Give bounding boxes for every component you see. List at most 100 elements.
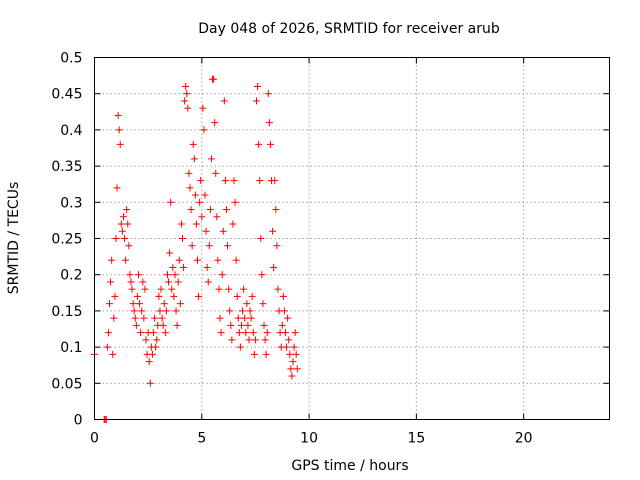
chart-title: Day 048 of 2026, SRMTID for receiver aru…: [198, 21, 500, 37]
data-point: [241, 314, 249, 322]
data-point: [168, 285, 176, 293]
y-tick-label: 0.25: [51, 232, 82, 248]
data-point: [109, 350, 117, 358]
data-point: [152, 343, 160, 351]
data-point: [170, 292, 178, 300]
data-point: [104, 329, 112, 337]
data-point: [148, 350, 156, 358]
data-point: [212, 169, 220, 177]
data-point: [163, 271, 171, 279]
data-point: [194, 256, 201, 264]
data-point: [246, 307, 254, 315]
data-point: [283, 343, 291, 351]
data-point: [237, 321, 245, 329]
data-point: [157, 285, 165, 293]
data-point: [125, 242, 133, 250]
data-point: [258, 271, 266, 279]
y-tick-label: 0.3: [60, 195, 82, 211]
data-point: [167, 198, 175, 206]
data-point: [197, 177, 205, 185]
data-point: [173, 321, 181, 329]
data-point: [162, 307, 170, 315]
x-tick-label: 20: [515, 431, 533, 447]
data-point: [266, 140, 274, 148]
data-point: [262, 350, 270, 358]
data-point: [253, 97, 261, 105]
data-point: [215, 285, 223, 293]
y-tick-label: 0.1: [60, 340, 82, 356]
x-axis-label: GPS time / hours: [291, 458, 408, 474]
data-point: [184, 104, 192, 112]
data-point: [257, 235, 265, 242]
data-point: [244, 321, 252, 329]
data-point: [150, 329, 158, 337]
data-point: [158, 314, 166, 322]
data-point: [204, 278, 212, 286]
data-point: [189, 140, 197, 148]
data-point: [242, 329, 250, 337]
data-point: [131, 314, 139, 322]
y-tick-label: 0.15: [51, 304, 82, 320]
data-point: [220, 97, 228, 105]
data-point: [186, 184, 194, 192]
data-point: [106, 300, 114, 308]
data-point: [222, 206, 230, 214]
data-point: [221, 177, 229, 185]
data-point: [187, 206, 195, 214]
data-point: [126, 271, 134, 279]
data-point: [195, 292, 203, 300]
x-tick-label: 5: [197, 431, 206, 447]
data-point: [203, 263, 211, 271]
data-point: [136, 300, 144, 308]
data-point: [118, 227, 126, 235]
data-point: [255, 140, 263, 148]
data-point: [191, 191, 199, 199]
data-point: [188, 242, 196, 250]
data-point: [293, 365, 301, 373]
data-point: [279, 292, 287, 300]
data-point: [159, 321, 167, 329]
data-point: [265, 119, 273, 127]
data-point: [248, 292, 256, 300]
data-points: [91, 75, 301, 423]
data-point: [286, 350, 294, 358]
data-point: [139, 278, 147, 286]
data-point: [270, 263, 278, 271]
data-point: [205, 242, 213, 250]
y-tick-label: 0: [74, 413, 83, 429]
data-point: [234, 314, 242, 322]
y-tick-label: 0.05: [51, 376, 82, 392]
data-point: [161, 329, 169, 337]
data-point: [228, 336, 236, 344]
data-point: [181, 97, 189, 105]
data-point: [231, 198, 239, 206]
y-axis-label: SRMTID / TECUs: [6, 182, 22, 295]
data-point: [256, 177, 264, 185]
data-point: [291, 329, 299, 337]
data-point: [182, 82, 190, 90]
data-point: [290, 343, 298, 351]
data-point: [243, 300, 251, 308]
data-point: [273, 242, 281, 250]
data-point: [196, 198, 204, 206]
data-point: [123, 206, 131, 214]
data-point: [232, 256, 240, 264]
data-point: [218, 271, 226, 279]
data-point: [229, 220, 237, 228]
data-point: [145, 358, 153, 366]
data-point: [274, 285, 282, 293]
data-point: [217, 329, 225, 337]
data-point: [210, 75, 218, 83]
data-point: [160, 300, 168, 308]
data-point: [233, 292, 241, 300]
data-point: [230, 177, 238, 185]
data-point: [287, 365, 295, 373]
data-point: [250, 350, 258, 358]
data-point: [201, 191, 209, 199]
data-point: [292, 350, 300, 358]
data-point: [137, 329, 145, 337]
data-point: [226, 307, 234, 315]
data-point: [213, 213, 221, 221]
data-point: [111, 292, 119, 300]
data-point: [180, 263, 188, 271]
